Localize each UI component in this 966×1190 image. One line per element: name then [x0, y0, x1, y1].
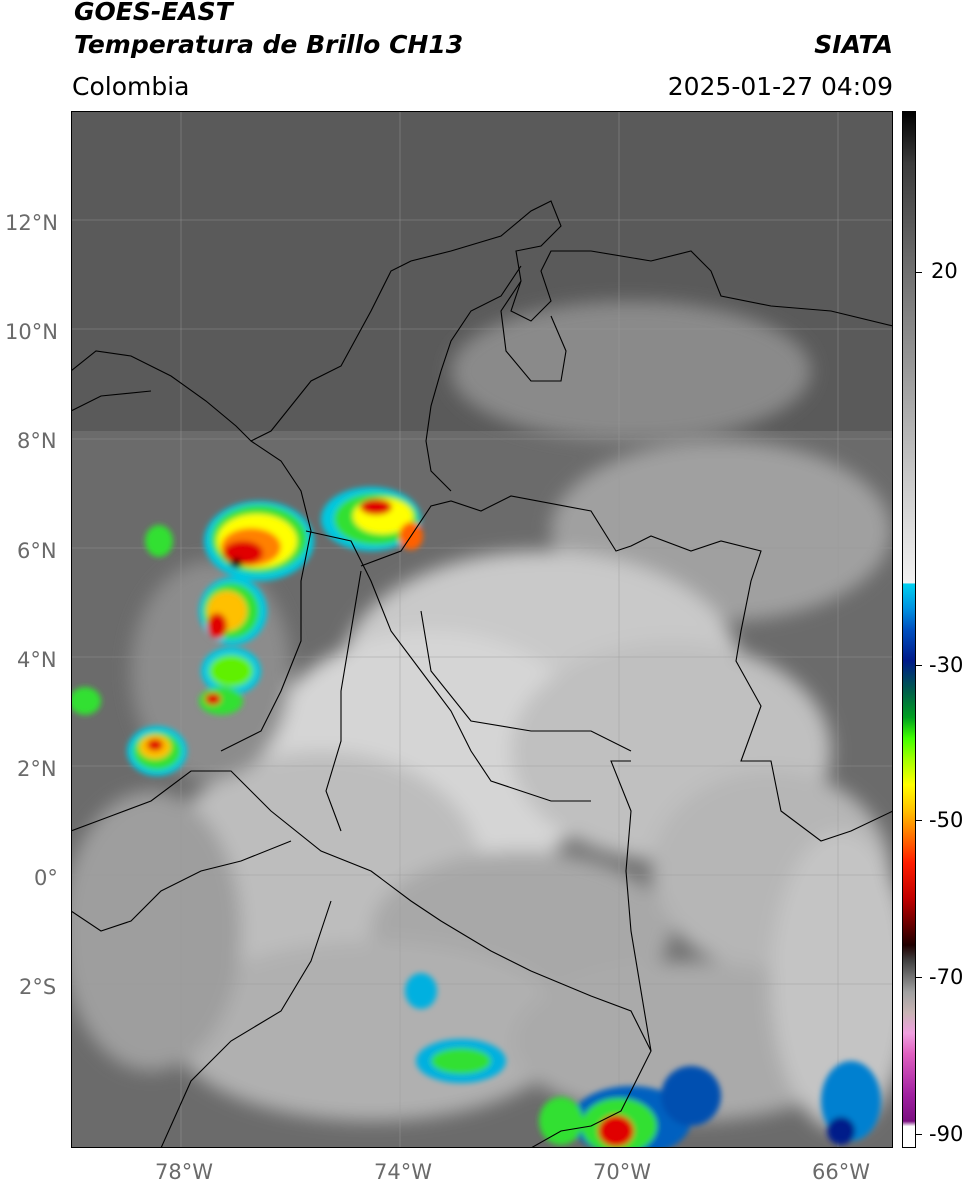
colorbar-tick-label: -70	[929, 965, 964, 989]
colorbar-tick-label: -50	[929, 808, 964, 832]
colorbar-tick-label: -30	[929, 653, 964, 677]
lat-tick-label: 8°N	[17, 429, 57, 453]
colorbar-tick-mark	[916, 665, 922, 666]
agency-label: SIATA	[814, 30, 893, 59]
lon-tick-label: 74°W	[374, 1160, 432, 1184]
lat-tick-label: 4°N	[17, 648, 57, 672]
lon-tick-label: 66°W	[812, 1160, 870, 1184]
colorbar-tick-label: 20	[931, 259, 958, 283]
temperature-colorbar	[902, 111, 916, 1148]
title-satellite: GOES-EAST	[74, 0, 233, 26]
lat-tick-label: 2°N	[17, 757, 57, 781]
convective-cells	[71, 487, 881, 1148]
colorbar-tick-label: -90	[929, 1122, 964, 1146]
title-product: Temperatura de Brillo CH13	[74, 30, 464, 59]
coastlines-and-borders	[71, 200, 893, 1148]
colorbar-tick-mark	[916, 977, 922, 978]
title-region: Colombia	[72, 72, 190, 101]
colorbar-tick-mark	[916, 820, 922, 821]
lat-tick-label: 10°N	[5, 320, 58, 344]
timestamp: 2025-01-27 04:09	[667, 72, 893, 101]
gridlines	[71, 111, 893, 1148]
warm-cloud-field	[71, 301, 893, 1131]
lat-tick-label: 12°N	[5, 211, 58, 235]
lon-tick-label: 70°W	[593, 1160, 651, 1184]
lat-tick-label: 0°	[34, 866, 58, 890]
colorbar-tick-mark	[916, 1134, 922, 1135]
lat-tick-label: 6°N	[17, 539, 57, 563]
satellite-map	[71, 111, 893, 1148]
lon-tick-label: 78°W	[155, 1160, 213, 1184]
lat-tick-label: 2°S	[19, 975, 57, 999]
colorbar-tick-mark	[916, 272, 922, 273]
map-canvas	[71, 111, 893, 1148]
